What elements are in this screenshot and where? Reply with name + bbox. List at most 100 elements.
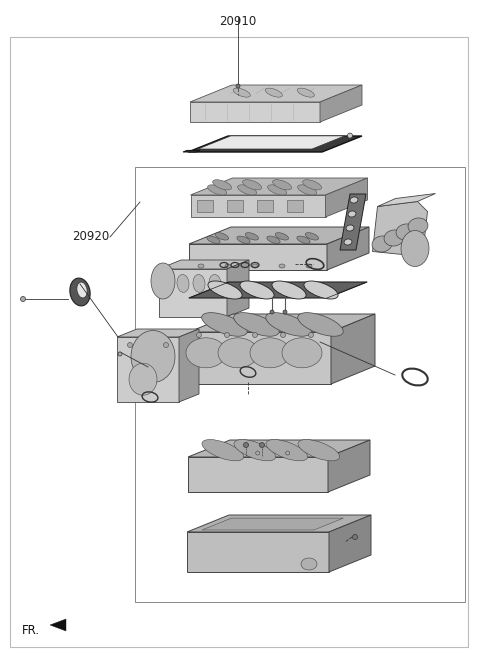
Ellipse shape [186, 338, 226, 368]
Ellipse shape [265, 88, 282, 97]
Polygon shape [372, 202, 428, 256]
Polygon shape [202, 518, 343, 530]
Ellipse shape [305, 233, 319, 240]
Polygon shape [227, 200, 242, 212]
Ellipse shape [252, 264, 258, 268]
Circle shape [280, 332, 286, 338]
Polygon shape [191, 178, 368, 195]
Ellipse shape [234, 440, 276, 461]
Polygon shape [327, 227, 369, 270]
Ellipse shape [161, 275, 173, 292]
Circle shape [196, 332, 202, 338]
Ellipse shape [297, 236, 310, 244]
Polygon shape [189, 282, 367, 298]
Polygon shape [331, 314, 375, 384]
Ellipse shape [408, 218, 428, 234]
Ellipse shape [209, 275, 221, 292]
Ellipse shape [129, 363, 157, 396]
Ellipse shape [237, 236, 250, 244]
Circle shape [309, 332, 313, 338]
Ellipse shape [240, 281, 274, 299]
Ellipse shape [297, 88, 314, 97]
Ellipse shape [250, 338, 290, 368]
Polygon shape [187, 532, 329, 572]
Polygon shape [159, 260, 249, 269]
Polygon shape [187, 515, 371, 532]
Ellipse shape [238, 185, 257, 195]
Circle shape [348, 133, 352, 138]
Polygon shape [189, 314, 375, 332]
Ellipse shape [304, 281, 338, 299]
Ellipse shape [268, 185, 287, 195]
Ellipse shape [213, 180, 231, 190]
Ellipse shape [245, 233, 259, 240]
Polygon shape [50, 619, 66, 631]
Polygon shape [159, 269, 227, 317]
Ellipse shape [202, 440, 244, 461]
Ellipse shape [208, 185, 227, 195]
Ellipse shape [234, 313, 279, 336]
Polygon shape [179, 329, 199, 402]
Circle shape [128, 342, 132, 348]
Circle shape [236, 84, 240, 88]
Polygon shape [325, 178, 368, 217]
Ellipse shape [215, 233, 228, 240]
Circle shape [260, 443, 264, 447]
Polygon shape [189, 227, 369, 244]
Text: FR.: FR. [22, 625, 40, 637]
Ellipse shape [298, 313, 343, 336]
Ellipse shape [384, 230, 404, 246]
Ellipse shape [198, 264, 204, 268]
Circle shape [352, 535, 358, 539]
Ellipse shape [131, 330, 175, 382]
Ellipse shape [208, 281, 242, 299]
Ellipse shape [306, 264, 312, 268]
Ellipse shape [225, 264, 231, 268]
Polygon shape [320, 85, 362, 122]
Polygon shape [188, 440, 370, 457]
Text: 20920: 20920 [72, 231, 109, 244]
Polygon shape [117, 329, 199, 337]
Ellipse shape [298, 440, 340, 461]
Ellipse shape [301, 558, 317, 570]
Ellipse shape [267, 236, 280, 244]
Polygon shape [117, 337, 179, 402]
Polygon shape [227, 260, 249, 317]
Polygon shape [183, 150, 200, 152]
Circle shape [252, 332, 257, 338]
Ellipse shape [282, 338, 322, 368]
Circle shape [256, 451, 260, 455]
Polygon shape [198, 136, 345, 149]
Polygon shape [377, 194, 435, 206]
Ellipse shape [302, 180, 322, 190]
Circle shape [225, 332, 229, 338]
Polygon shape [196, 200, 213, 212]
Circle shape [283, 310, 287, 314]
Ellipse shape [77, 282, 87, 298]
Ellipse shape [396, 224, 416, 240]
Bar [135, 167, 465, 602]
Polygon shape [189, 332, 331, 384]
Circle shape [243, 443, 249, 447]
Ellipse shape [275, 233, 288, 240]
Ellipse shape [151, 263, 175, 299]
Ellipse shape [372, 236, 392, 252]
Polygon shape [340, 194, 366, 250]
Polygon shape [190, 102, 320, 122]
Circle shape [164, 342, 168, 348]
Polygon shape [328, 440, 370, 492]
Ellipse shape [193, 275, 205, 292]
Ellipse shape [218, 338, 258, 368]
Polygon shape [188, 136, 362, 152]
Ellipse shape [279, 264, 285, 268]
Polygon shape [189, 244, 327, 270]
Ellipse shape [266, 313, 311, 336]
Polygon shape [329, 515, 371, 572]
Ellipse shape [242, 180, 262, 190]
Text: 20910: 20910 [219, 15, 257, 28]
Ellipse shape [350, 197, 358, 203]
Polygon shape [256, 200, 273, 212]
Ellipse shape [273, 180, 291, 190]
Ellipse shape [177, 275, 189, 292]
Ellipse shape [266, 440, 308, 461]
